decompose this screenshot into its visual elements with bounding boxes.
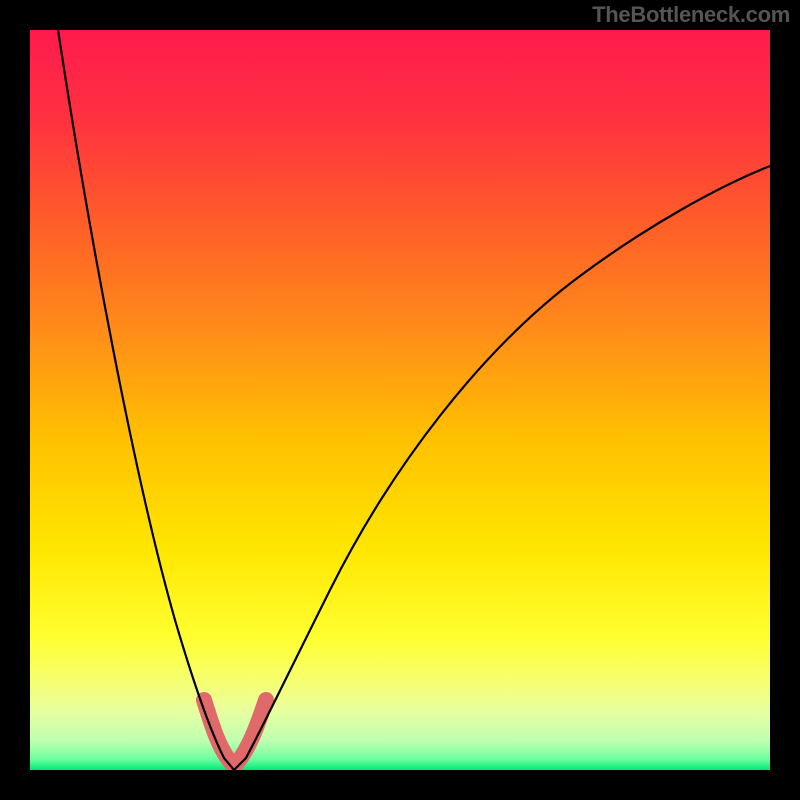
chart-container: TheBottleneck.com — [0, 0, 800, 800]
plot-background-gradient — [30, 30, 770, 770]
watermark-text: TheBottleneck.com — [592, 2, 790, 28]
bottleneck-chart — [0, 0, 800, 800]
